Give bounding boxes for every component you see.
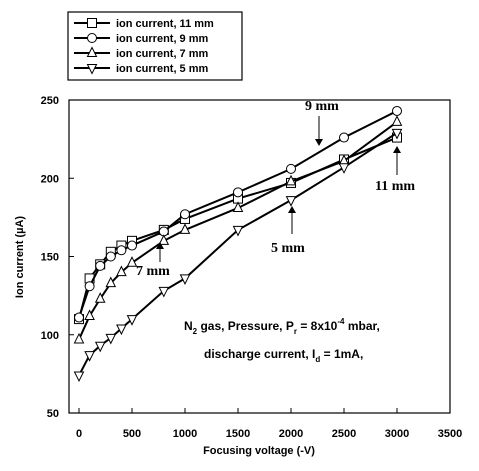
condition-note-line2: discharge current, Id = 1mA, (204, 347, 363, 364)
x-tick-label: 2500 (332, 428, 356, 440)
arrow-5mm-head (288, 206, 296, 213)
data-point-circle (233, 187, 243, 198)
data-point-triangle-up (179, 223, 191, 234)
data-point-circle (286, 163, 296, 174)
data-point-circle (180, 209, 190, 220)
annotation-9mm: 9 mm (305, 99, 339, 146)
data-point-triangle-up (391, 115, 403, 126)
x-tick-label: 500 (123, 428, 141, 440)
data-point-triangle-down (116, 324, 127, 336)
x-tick-label: 3500 (438, 428, 462, 440)
data-point-circle (127, 240, 137, 251)
legend-marker-triangle-up (86, 46, 98, 57)
y-axis-label: Ion current (µA) (14, 216, 26, 298)
data-point-circle (105, 251, 116, 262)
data-point-triangle-down (126, 315, 138, 326)
data-point-circle (74, 312, 84, 323)
data-point-triangle-down (158, 286, 170, 298)
data-point-triangle-down (285, 196, 297, 207)
y-tick-label: 150 (41, 252, 59, 264)
data-point-triangle-down (73, 371, 85, 383)
x-tick-label: 1500 (226, 428, 250, 440)
label-7mm: 7 mm (136, 264, 170, 279)
data-point-circle (84, 281, 95, 292)
x-axis-ticks: 0 500 1000 1500 2000 2500 3000 3500 (76, 408, 462, 440)
data-point-triangle-up (73, 332, 85, 344)
data-point-triangle-up (285, 174, 297, 186)
data-point-triangle-down (338, 163, 350, 174)
legend-marker-circle (87, 33, 97, 43)
series-line-triangle-down (78, 132, 398, 376)
data-point-triangle-up (94, 292, 106, 303)
legend-label: ion current, 5 mm (116, 63, 209, 75)
annotation-11mm: 11 mm (375, 146, 415, 194)
label-9mm: 9 mm (305, 99, 339, 114)
x-tick-label: 1000 (173, 428, 197, 440)
annotation-5mm: 5 mm (271, 206, 305, 256)
y-axis-ticks: 50 100 150 200 250 (41, 95, 74, 420)
legend: ion current, 11 mm ion current, 9 mm ion c… (67, 11, 243, 81)
data-point-triangle-up (126, 256, 138, 267)
y-tick-label: 50 (47, 408, 59, 420)
legend-marker-square (87, 18, 97, 28)
data-point-circle (392, 105, 402, 116)
label-11mm: 11 mm (375, 179, 415, 194)
data-point-triangle-up (105, 276, 117, 288)
data-point-triangle-down (391, 128, 403, 140)
data-point-triangle-down (84, 351, 95, 362)
data-point-circle (339, 132, 349, 143)
y-tick-label: 250 (41, 95, 59, 107)
legend-label: ion current, 11 mm (116, 18, 214, 30)
data-point-circle (95, 260, 106, 271)
label-5mm: 5 mm (271, 241, 305, 256)
legend-marker-triangle-down (86, 64, 98, 75)
x-axis-label: Focusing voltage (-V) (203, 445, 315, 457)
data-point-triangle-up (84, 309, 95, 320)
data-point-triangle-down (179, 274, 191, 286)
y-tick-label: 100 (41, 330, 59, 342)
data-point-triangle-up (116, 265, 127, 277)
condition-note-line1: N2 gas, Pressure, Pr = 8x10-4 mbar, (184, 317, 380, 336)
x-tick-label: 2000 (279, 428, 303, 440)
legend-label: ion current, 7 mm (116, 48, 209, 60)
arrow-11mm-head (393, 146, 401, 153)
arrow-7mm-head (156, 242, 164, 249)
plot-frame (68, 99, 451, 414)
series-layer (73, 105, 403, 383)
data-point-triangle-down (232, 225, 244, 237)
series-line-circle (78, 110, 398, 318)
data-point-triangle-down (94, 341, 106, 353)
data-point-triangle-down (105, 333, 117, 345)
series-circle (74, 105, 402, 323)
x-tick-label: 0 (76, 428, 82, 440)
data-point-triangle-up (158, 234, 170, 245)
data-point-circle (116, 245, 127, 256)
annotation-7mm: 7 mm (136, 242, 170, 279)
series-triangle-up (73, 115, 403, 344)
series-triangle-down (73, 128, 403, 383)
data-point-triangle-up (232, 201, 244, 212)
arrow-9mm-head (315, 139, 323, 146)
x-tick-label: 3000 (385, 428, 409, 440)
legend-label: ion current, 9 mm (116, 33, 209, 45)
y-tick-label: 200 (41, 173, 59, 185)
